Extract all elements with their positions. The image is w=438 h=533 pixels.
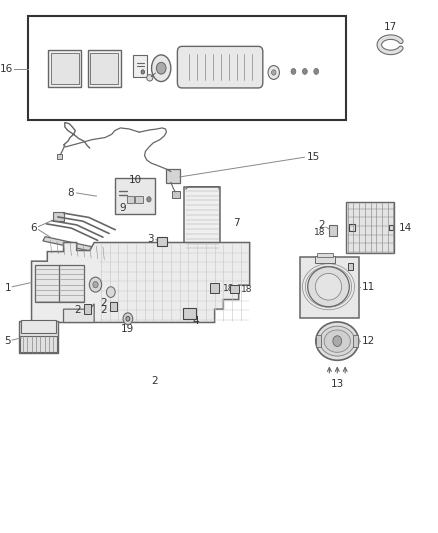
Ellipse shape xyxy=(320,326,355,356)
Bar xyxy=(353,335,358,347)
Bar xyxy=(115,178,155,214)
Ellipse shape xyxy=(316,322,359,360)
Ellipse shape xyxy=(268,66,279,79)
Polygon shape xyxy=(32,243,250,322)
Text: 2: 2 xyxy=(101,305,107,315)
Bar xyxy=(349,224,355,231)
Ellipse shape xyxy=(147,197,151,202)
Bar xyxy=(88,50,120,87)
Ellipse shape xyxy=(314,68,318,75)
Text: 6: 6 xyxy=(31,223,37,233)
Ellipse shape xyxy=(324,330,350,352)
Bar xyxy=(35,265,60,302)
Text: 18: 18 xyxy=(223,285,234,293)
Ellipse shape xyxy=(106,287,115,297)
Ellipse shape xyxy=(147,75,153,81)
Text: 7: 7 xyxy=(233,218,240,228)
Bar xyxy=(316,335,321,347)
Bar xyxy=(166,169,180,182)
Bar xyxy=(183,308,196,319)
Bar xyxy=(184,187,220,251)
Ellipse shape xyxy=(307,266,350,307)
Text: 2: 2 xyxy=(101,298,107,308)
Ellipse shape xyxy=(126,316,130,321)
Ellipse shape xyxy=(315,273,342,300)
Text: 19: 19 xyxy=(121,325,134,334)
Bar xyxy=(48,50,81,87)
Text: 4: 4 xyxy=(192,316,199,326)
Text: 11: 11 xyxy=(361,282,374,292)
Text: 1: 1 xyxy=(4,283,11,293)
Bar xyxy=(346,202,394,253)
Bar xyxy=(59,265,84,302)
Bar xyxy=(317,253,333,257)
Ellipse shape xyxy=(141,70,145,74)
Text: 18: 18 xyxy=(241,286,253,294)
Ellipse shape xyxy=(333,336,342,346)
Bar xyxy=(57,154,62,159)
Text: 16: 16 xyxy=(0,64,13,74)
Ellipse shape xyxy=(89,277,102,292)
Text: 12: 12 xyxy=(361,336,374,346)
Text: 9: 9 xyxy=(119,203,126,213)
Text: 10: 10 xyxy=(128,175,141,184)
FancyBboxPatch shape xyxy=(177,46,263,88)
Ellipse shape xyxy=(302,68,307,75)
Text: 3: 3 xyxy=(148,234,154,244)
Bar xyxy=(21,319,56,333)
Bar xyxy=(19,321,58,353)
Bar xyxy=(135,196,143,203)
Ellipse shape xyxy=(123,313,133,325)
Bar xyxy=(20,336,57,352)
Bar xyxy=(210,283,219,293)
Bar xyxy=(230,285,239,293)
Text: 14: 14 xyxy=(399,223,412,232)
Ellipse shape xyxy=(152,55,171,82)
Text: 2: 2 xyxy=(318,220,325,230)
Ellipse shape xyxy=(93,281,98,288)
Bar xyxy=(127,196,134,203)
Bar xyxy=(157,237,167,246)
Bar xyxy=(300,257,359,318)
Bar xyxy=(110,302,117,311)
Text: 13: 13 xyxy=(331,379,344,389)
Text: 15: 15 xyxy=(307,152,320,162)
Ellipse shape xyxy=(156,62,166,74)
Text: 2: 2 xyxy=(151,376,158,386)
Text: 18: 18 xyxy=(314,229,325,237)
Bar xyxy=(172,191,180,198)
Bar xyxy=(133,55,147,77)
Text: 8: 8 xyxy=(67,188,74,198)
Text: 17: 17 xyxy=(384,22,397,31)
Bar xyxy=(53,212,64,221)
Polygon shape xyxy=(64,304,94,322)
Text: 2: 2 xyxy=(74,305,81,315)
Bar xyxy=(51,53,78,84)
Text: 5: 5 xyxy=(4,336,11,346)
Bar xyxy=(389,225,393,230)
Bar xyxy=(90,53,118,84)
Ellipse shape xyxy=(291,68,296,75)
Ellipse shape xyxy=(272,70,276,75)
Bar xyxy=(329,225,337,236)
Bar xyxy=(28,16,346,120)
Bar xyxy=(315,256,335,263)
Bar xyxy=(84,304,91,314)
Bar xyxy=(348,263,353,271)
Polygon shape xyxy=(43,237,110,255)
